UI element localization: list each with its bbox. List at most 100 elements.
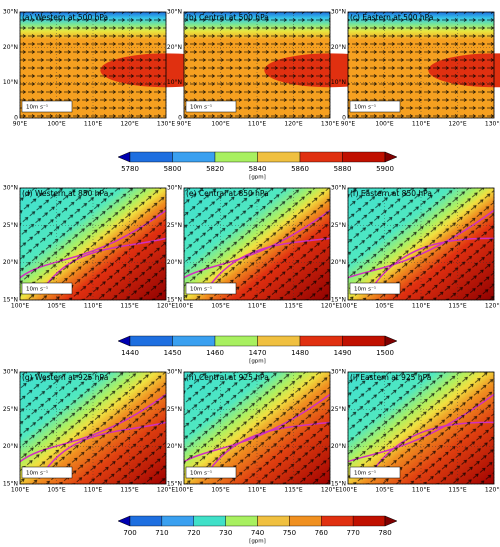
- lon-tick-label: 110°E: [84, 487, 102, 494]
- lat-tick-label: 10°N: [331, 79, 346, 86]
- reference-box: [185, 100, 237, 113]
- lat-tick-label: 20°N: [167, 443, 182, 450]
- lat-tick-label: 20°N: [167, 44, 182, 51]
- colorbar-unit: [gpm]: [249, 175, 266, 181]
- reference-box: [21, 466, 73, 479]
- lon-tick-label: 115°E: [448, 303, 466, 310]
- lon-tick-label: 100°E: [11, 487, 29, 494]
- map-frame: [347, 187, 495, 301]
- panel-title: (i) Eastern at 925 hPa: [350, 373, 431, 382]
- panel-title: (f) Eastern at 850 hPa: [350, 189, 432, 198]
- colorbar-tick-label: 1460: [206, 349, 224, 357]
- lat-tick-label: 20°N: [3, 44, 18, 51]
- lon-tick-label: 100°E: [175, 487, 193, 494]
- colorbar-bin: [129, 151, 173, 163]
- panel-title: (b) Central at 500 hPa: [186, 13, 269, 22]
- colorbar-bin: [225, 515, 258, 527]
- colorbar-tick-label: 740: [251, 529, 264, 537]
- lat-tick-label: 20°N: [3, 443, 18, 450]
- map-frame: [19, 187, 167, 301]
- map-frame: [347, 371, 495, 485]
- map-frame: [19, 11, 167, 119]
- lon-tick-label: 120°E: [485, 487, 500, 494]
- reference-label: 10m s⁻¹: [190, 470, 212, 477]
- map-frame: [19, 371, 167, 485]
- lat-tick-label: 30°N: [331, 369, 346, 376]
- lon-tick-label: 100°E: [375, 121, 393, 128]
- colorbar-extend-high: [384, 151, 398, 163]
- colorbar-tick-label: 5880: [334, 165, 352, 173]
- colorbar-bin: [172, 335, 216, 347]
- reference-label: 10m s⁻¹: [26, 286, 48, 293]
- reference-box: [185, 282, 237, 295]
- lon-tick-label: 110°E: [84, 303, 102, 310]
- colorbar-tick-label: 1480: [291, 349, 309, 357]
- colorbar-bin: [129, 335, 173, 347]
- lat-tick-label: 0: [178, 115, 182, 122]
- colorbar-bin: [289, 515, 322, 527]
- lat-tick-label: 0: [342, 115, 346, 122]
- lon-tick-label: 105°E: [47, 303, 65, 310]
- wind-vectors: [20, 12, 166, 118]
- lon-tick-label: 105°E: [47, 487, 65, 494]
- reference-label: 10m s⁻¹: [354, 470, 376, 477]
- lat-tick-label: 30°N: [167, 185, 182, 192]
- colorbar-tick-label: 1450: [164, 349, 182, 357]
- panel-title: (a) Western at 500 hPa: [22, 13, 108, 22]
- colorbar-tick-label: 720: [187, 529, 200, 537]
- colorbar-bin: [299, 151, 343, 163]
- colorbar-extend-low: [117, 335, 131, 347]
- map-frame: [183, 371, 331, 485]
- lon-tick-label: 120°E: [120, 121, 138, 128]
- lon-tick-label: 115°E: [284, 303, 302, 310]
- lon-tick-label: 105°E: [375, 487, 393, 494]
- reference-label: 10m s⁻¹: [354, 104, 376, 111]
- colorbar-tick-label: 5840: [249, 165, 267, 173]
- colorbar-tick-label: 1500: [376, 349, 394, 357]
- colorbar-tick-label: 1440: [121, 349, 139, 357]
- lon-tick-label: 105°E: [211, 303, 229, 310]
- reference-box: [349, 100, 401, 113]
- lon-tick-label: 90°E: [341, 121, 356, 128]
- lat-tick-label: 25°N: [167, 222, 182, 229]
- lon-tick-label: 130°E: [321, 121, 339, 128]
- lat-tick-label: 30°N: [3, 185, 18, 192]
- lat-tick-label: 20°N: [331, 259, 346, 266]
- map-frame: [183, 187, 331, 301]
- panel-title: (g) Western at 925 hPa: [22, 373, 108, 382]
- lon-tick-label: 100°E: [211, 121, 229, 128]
- colorbar-bin: [129, 515, 163, 527]
- colorbar-bin: [257, 335, 301, 347]
- reference-label: 10m s⁻¹: [354, 286, 376, 293]
- lat-tick-label: 15°N: [167, 481, 182, 488]
- reference-box: [349, 282, 401, 295]
- lon-tick-label: 90°E: [13, 121, 28, 128]
- lon-tick-label: 115°E: [120, 487, 138, 494]
- panel-title: (h) Central at 925 hPa: [186, 373, 269, 382]
- lat-tick-label: 30°N: [3, 9, 18, 16]
- lon-tick-label: 110°E: [248, 121, 266, 128]
- panel-title: (d) Western at 850 hPa: [22, 189, 108, 198]
- lon-tick-label: 110°E: [248, 487, 266, 494]
- lon-tick-label: 120°E: [157, 303, 175, 310]
- colorbar-tick-label: 1470: [249, 349, 267, 357]
- colorbar-bin: [299, 335, 343, 347]
- colorbar-extend-high: [384, 335, 398, 347]
- colorbar-bin: [321, 515, 354, 527]
- lon-tick-label: 105°E: [375, 303, 393, 310]
- colorbar-bin: [342, 151, 386, 163]
- lat-tick-label: 20°N: [3, 259, 18, 266]
- lat-tick-label: 30°N: [167, 369, 182, 376]
- reference-box: [185, 466, 237, 479]
- colorbar-extend-low: [117, 515, 131, 527]
- lon-tick-label: 120°E: [448, 121, 466, 128]
- lon-tick-label: 115°E: [284, 487, 302, 494]
- colorbar-tick-label: 780: [378, 529, 391, 537]
- lat-tick-label: 0: [14, 115, 18, 122]
- colorbar-tick-label: 730: [219, 529, 232, 537]
- colorbar-tick-label: 770: [346, 529, 359, 537]
- lon-tick-label: 110°E: [248, 303, 266, 310]
- colorbar-extend-high: [384, 515, 398, 527]
- reference-label: 10m s⁻¹: [26, 104, 48, 111]
